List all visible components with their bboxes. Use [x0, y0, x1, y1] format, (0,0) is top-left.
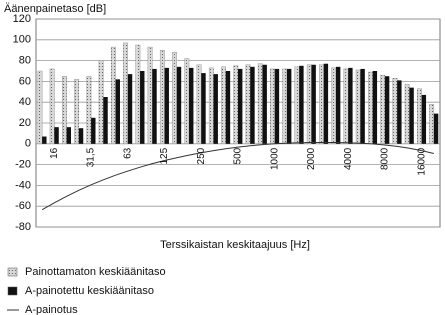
x-tick-label: 1000	[269, 147, 280, 170]
bar	[323, 63, 329, 144]
x-tick-label: 250	[196, 147, 207, 164]
bar	[123, 42, 129, 144]
x-tick-label: 16000	[416, 147, 427, 175]
bar	[372, 71, 378, 144]
bar	[140, 71, 145, 144]
bar	[164, 67, 169, 144]
bar	[343, 68, 349, 144]
bar	[348, 67, 353, 144]
bar	[250, 66, 255, 144]
bar	[306, 64, 312, 145]
bar	[78, 128, 84, 144]
bar	[37, 70, 43, 145]
bar	[311, 64, 316, 144]
y-tick-label: 100	[13, 34, 31, 46]
bar	[421, 94, 427, 144]
bar	[176, 66, 182, 144]
bar	[360, 68, 365, 144]
bar	[221, 66, 226, 144]
x-tick-label: 8000	[380, 147, 391, 170]
bar	[299, 65, 304, 144]
y-tick-label: -20	[15, 159, 31, 171]
bar	[184, 58, 190, 144]
x-tick-label: 2000	[306, 147, 317, 170]
bar	[384, 76, 390, 144]
bar	[42, 136, 47, 144]
y-tick-label: -80	[15, 221, 31, 233]
bar	[274, 68, 280, 144]
bar	[54, 127, 59, 144]
x-axis-title: Terssikaistan keskitaajuus [Hz]	[160, 239, 310, 251]
bar	[245, 64, 251, 145]
bar	[91, 117, 96, 144]
bar	[66, 127, 72, 144]
y-tick-label: 120	[13, 13, 31, 25]
legend-swatch	[7, 286, 18, 296]
bar	[98, 60, 104, 144]
x-tick-label: 500	[233, 147, 244, 164]
y-tick-label: 60	[19, 75, 31, 87]
bar	[115, 79, 120, 144]
bar	[86, 75, 92, 144]
y-axis-title: Äänenpainetaso [dB]	[4, 3, 106, 15]
bar	[159, 50, 165, 144]
bar	[392, 78, 398, 144]
x-tick-label: 31,5	[86, 147, 97, 167]
bar	[286, 68, 292, 144]
bar	[404, 84, 410, 144]
bar	[397, 80, 402, 144]
bar	[189, 67, 194, 144]
bar	[335, 66, 341, 144]
y-tick-label: -60	[15, 200, 31, 212]
y-tick-label: 40	[19, 96, 31, 108]
bar	[355, 69, 361, 144]
bar	[135, 44, 141, 145]
y-tick-label: 20	[19, 117, 31, 129]
x-tick-label: 63	[122, 147, 133, 159]
bar	[294, 66, 300, 144]
legend-label: Painottamaton keskiäänitaso	[25, 266, 166, 278]
x-tick-label: 125	[159, 147, 170, 164]
bar	[433, 113, 439, 144]
bar	[380, 74, 386, 145]
bar	[417, 88, 422, 144]
bar	[103, 97, 108, 144]
bar	[152, 68, 157, 144]
legend-swatch	[7, 267, 18, 277]
bar	[233, 65, 239, 145]
x-tick-label: 4000	[343, 147, 354, 170]
bar	[429, 104, 435, 144]
legend-label: A-painotettu keskiäänitaso	[25, 285, 154, 297]
y-tick-label: 0	[25, 138, 31, 150]
bar	[213, 74, 218, 144]
bar	[172, 52, 177, 144]
bar	[61, 75, 67, 144]
x-tick-label: 16	[49, 147, 60, 159]
bar	[196, 64, 202, 145]
bar	[208, 67, 214, 144]
bar	[49, 68, 55, 144]
bar	[331, 67, 337, 144]
bar	[270, 68, 275, 144]
bar	[282, 68, 288, 144]
legend-label: A-painotus	[25, 304, 78, 315]
bar	[110, 46, 116, 145]
bar	[201, 73, 206, 144]
bar	[147, 46, 153, 145]
bar	[368, 71, 373, 145]
bar	[262, 64, 267, 144]
bar	[257, 63, 263, 145]
y-tick-label: 80	[19, 55, 31, 67]
bar	[74, 79, 80, 145]
bar	[238, 68, 243, 144]
bar	[319, 64, 324, 145]
bar	[127, 74, 133, 144]
bar	[225, 71, 231, 144]
line-series	[41, 141, 434, 211]
y-tick-label: -40	[15, 179, 31, 191]
bar	[409, 87, 414, 144]
